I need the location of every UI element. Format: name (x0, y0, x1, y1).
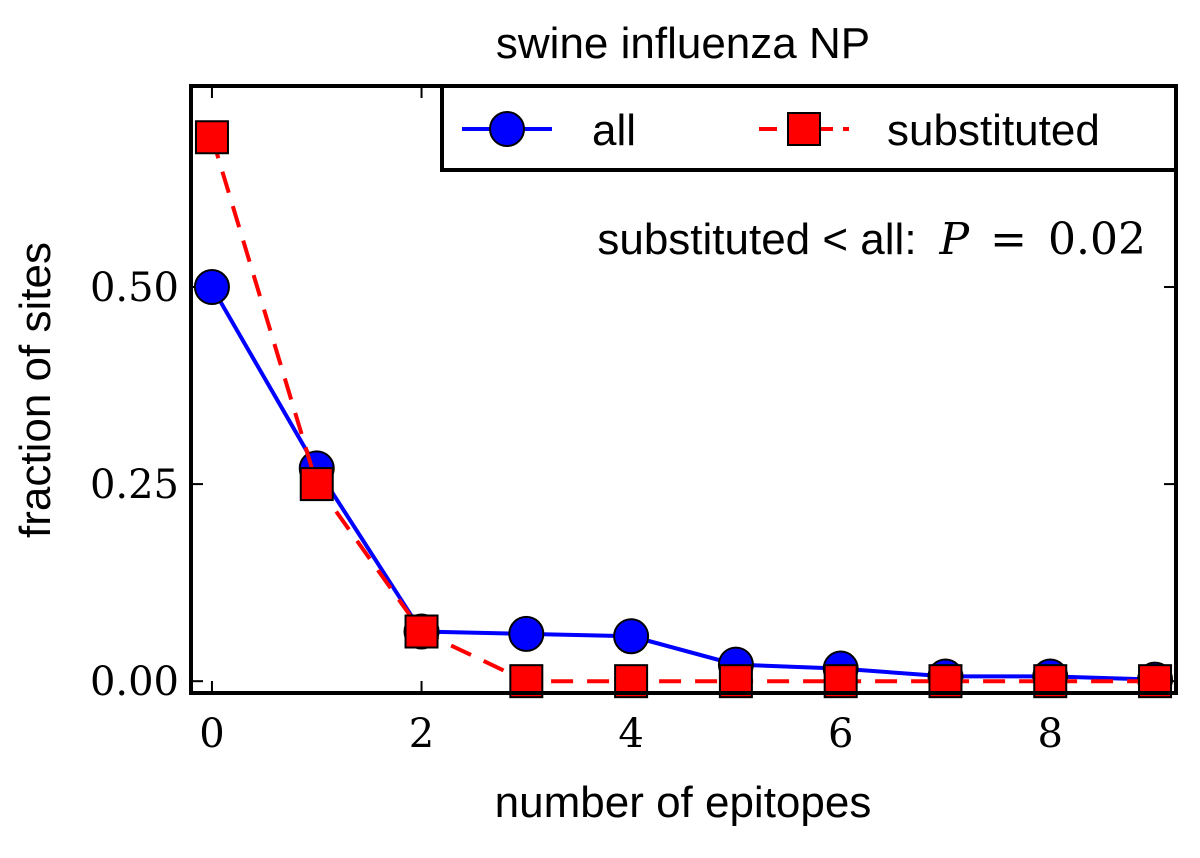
legend-label-substituted: substituted (887, 106, 1100, 155)
y-tick-label: 0.50 (90, 265, 179, 311)
series-line-all (210, 285, 1156, 682)
annotation-value: 0.02 (1048, 214, 1146, 265)
svg-text:substituted < all: P: substituted < all: P = 0.02 (597, 214, 1146, 265)
data-point-substituted (194, 120, 229, 155)
x-tick-label: 8 (1038, 711, 1063, 757)
series-substituted (194, 120, 1173, 699)
series-line-substituted (210, 136, 1155, 684)
annotation-equals: = (990, 214, 1027, 265)
x-tick-label: 6 (828, 711, 853, 757)
data-point-all (193, 269, 230, 306)
legend-marker-substituted (787, 112, 821, 146)
y-tick-label: 0.00 (90, 659, 179, 705)
y-tick-label: 0.25 (90, 462, 179, 508)
plot-frame (189, 84, 1178, 695)
x-tick-label: 4 (618, 711, 643, 757)
data-point-substituted (299, 467, 334, 502)
series-layer (193, 120, 1174, 699)
legend-label-all: all (592, 106, 636, 155)
x-tick-label: 2 (409, 711, 434, 757)
data-point-substituted (404, 614, 439, 649)
data-point-all (508, 615, 545, 652)
stat-annotation: substituted < all: P = 0.02 (597, 214, 1146, 265)
legend-marker-all (489, 111, 525, 147)
y-axis-label: fraction of sites (11, 242, 60, 538)
annotation-text: substituted < all: (597, 215, 916, 264)
x-axis-label: number of epitopes (495, 778, 872, 827)
axis-ticks: 0 2 4 6 8 0.00 0.25 0.50 (90, 86, 1176, 757)
legend: all substituted (440, 84, 1178, 172)
series-all (193, 269, 1174, 698)
data-point-all (613, 618, 650, 655)
chart-title: swine influenza NP (496, 19, 870, 68)
annotation-stat-symbol: P (939, 214, 971, 265)
x-tick-label: 0 (199, 711, 224, 757)
